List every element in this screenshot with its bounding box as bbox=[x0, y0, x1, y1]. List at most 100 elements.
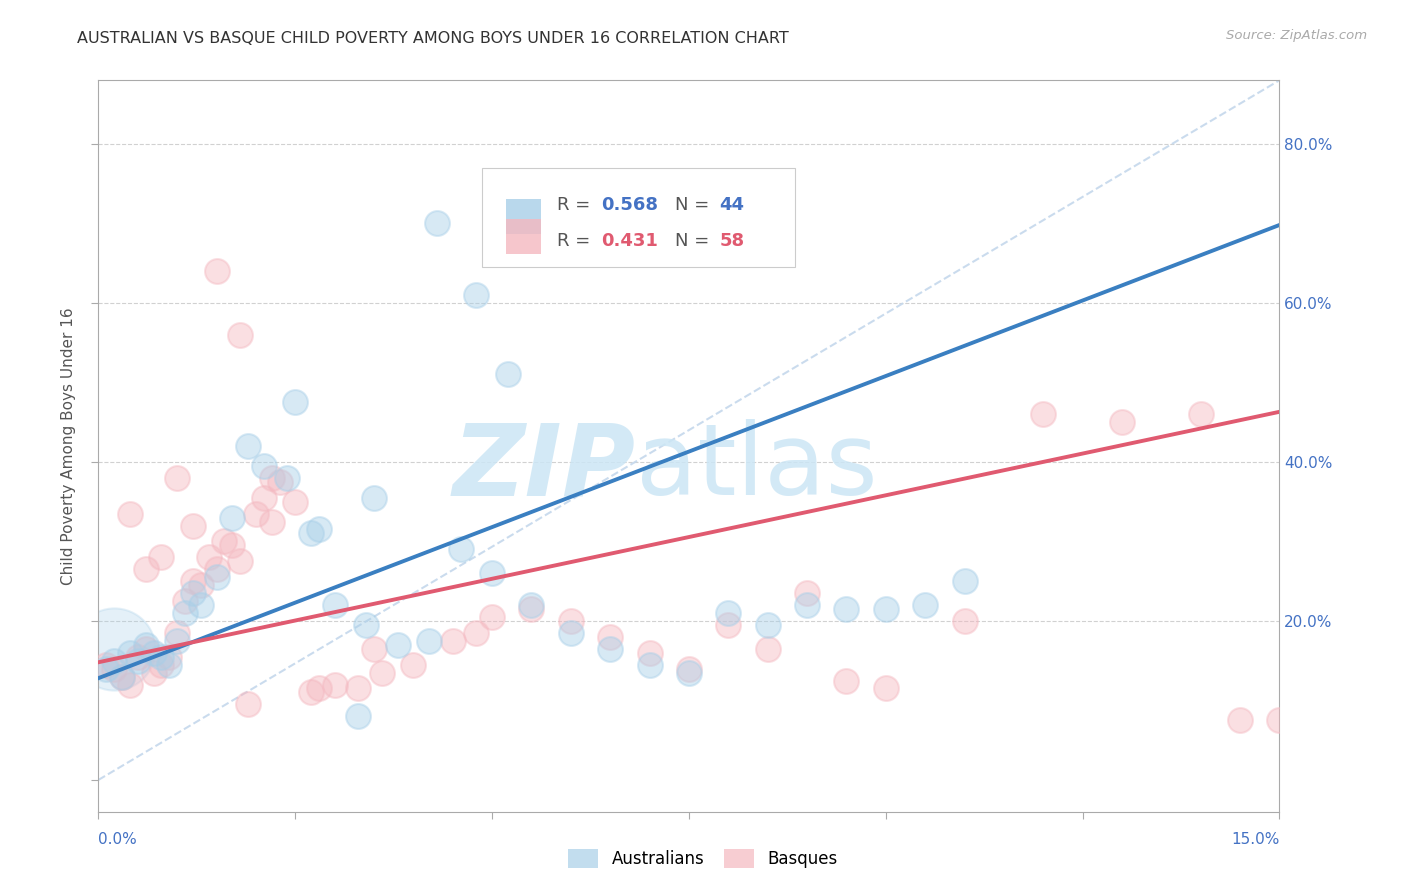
Text: R =: R = bbox=[557, 196, 596, 214]
Text: 0.431: 0.431 bbox=[602, 233, 658, 251]
Point bbox=[96, 657, 118, 672]
Point bbox=[914, 598, 936, 612]
Point bbox=[96, 662, 118, 676]
Point bbox=[260, 515, 283, 529]
Text: 58: 58 bbox=[720, 233, 745, 251]
Point bbox=[118, 677, 141, 691]
Point bbox=[347, 709, 370, 723]
Point bbox=[221, 510, 243, 524]
Point bbox=[520, 602, 543, 616]
Point bbox=[127, 649, 149, 664]
Point bbox=[1111, 415, 1133, 429]
Point bbox=[796, 586, 818, 600]
Y-axis label: Child Poverty Among Boys Under 16: Child Poverty Among Boys Under 16 bbox=[60, 307, 76, 585]
Point bbox=[756, 641, 779, 656]
Point bbox=[717, 606, 740, 620]
Point bbox=[465, 288, 488, 302]
Point bbox=[236, 439, 259, 453]
Point bbox=[205, 562, 228, 576]
Point bbox=[481, 566, 503, 581]
Point bbox=[150, 649, 173, 664]
Point bbox=[599, 641, 621, 656]
Point bbox=[953, 614, 976, 628]
Point bbox=[253, 491, 276, 505]
Text: 15.0%: 15.0% bbox=[1232, 831, 1279, 847]
Point bbox=[387, 638, 409, 652]
Point bbox=[323, 598, 346, 612]
Point bbox=[1189, 407, 1212, 421]
Point bbox=[299, 526, 322, 541]
Text: AUSTRALIAN VS BASQUE CHILD POVERTY AMONG BOYS UNDER 16 CORRELATION CHART: AUSTRALIAN VS BASQUE CHILD POVERTY AMONG… bbox=[77, 31, 789, 46]
Point bbox=[269, 475, 291, 489]
Point bbox=[276, 471, 298, 485]
Point bbox=[190, 578, 212, 592]
Point bbox=[1032, 407, 1054, 421]
Point bbox=[166, 633, 188, 648]
Point bbox=[1268, 714, 1291, 728]
Point bbox=[236, 698, 259, 712]
Point bbox=[245, 507, 267, 521]
Point bbox=[354, 618, 377, 632]
Point bbox=[299, 685, 322, 699]
Point bbox=[142, 665, 165, 680]
Text: 44: 44 bbox=[720, 196, 745, 214]
Point bbox=[638, 657, 661, 672]
Point bbox=[835, 602, 858, 616]
Point bbox=[197, 550, 219, 565]
Point bbox=[181, 574, 204, 589]
FancyBboxPatch shape bbox=[506, 199, 541, 234]
Point bbox=[875, 681, 897, 696]
Point bbox=[135, 562, 157, 576]
Point bbox=[103, 654, 125, 668]
Point bbox=[875, 602, 897, 616]
FancyBboxPatch shape bbox=[506, 219, 541, 254]
FancyBboxPatch shape bbox=[482, 168, 796, 267]
Point bbox=[953, 574, 976, 589]
Point bbox=[103, 662, 125, 676]
Point bbox=[371, 665, 394, 680]
Point bbox=[323, 677, 346, 691]
Point bbox=[111, 669, 134, 683]
Point bbox=[638, 646, 661, 660]
Point bbox=[135, 638, 157, 652]
Point bbox=[118, 507, 141, 521]
Point bbox=[181, 518, 204, 533]
Point bbox=[229, 327, 252, 342]
Point bbox=[560, 614, 582, 628]
Point bbox=[174, 594, 197, 608]
Text: Source: ZipAtlas.com: Source: ZipAtlas.com bbox=[1226, 29, 1367, 42]
Point bbox=[205, 264, 228, 278]
Point bbox=[229, 554, 252, 568]
Point bbox=[363, 491, 385, 505]
Point bbox=[157, 657, 180, 672]
Point bbox=[402, 657, 425, 672]
Point bbox=[150, 550, 173, 565]
Text: N =: N = bbox=[675, 196, 714, 214]
Point bbox=[118, 646, 141, 660]
Point bbox=[308, 523, 330, 537]
Point bbox=[1229, 714, 1251, 728]
Point bbox=[796, 598, 818, 612]
Legend: Australians, Basques: Australians, Basques bbox=[561, 842, 845, 875]
Point bbox=[308, 681, 330, 696]
Text: N =: N = bbox=[675, 233, 714, 251]
Point bbox=[678, 665, 700, 680]
Point bbox=[599, 630, 621, 644]
Point bbox=[221, 538, 243, 552]
Point bbox=[157, 649, 180, 664]
Point bbox=[181, 586, 204, 600]
Point bbox=[284, 494, 307, 508]
Point bbox=[142, 646, 165, 660]
Point bbox=[166, 625, 188, 640]
Point bbox=[190, 598, 212, 612]
Point bbox=[347, 681, 370, 696]
Point bbox=[465, 625, 488, 640]
Point bbox=[174, 606, 197, 620]
Point bbox=[260, 471, 283, 485]
Text: atlas: atlas bbox=[636, 419, 877, 516]
Point bbox=[835, 673, 858, 688]
Point bbox=[450, 542, 472, 557]
Point bbox=[135, 641, 157, 656]
Point bbox=[520, 598, 543, 612]
Point bbox=[717, 618, 740, 632]
